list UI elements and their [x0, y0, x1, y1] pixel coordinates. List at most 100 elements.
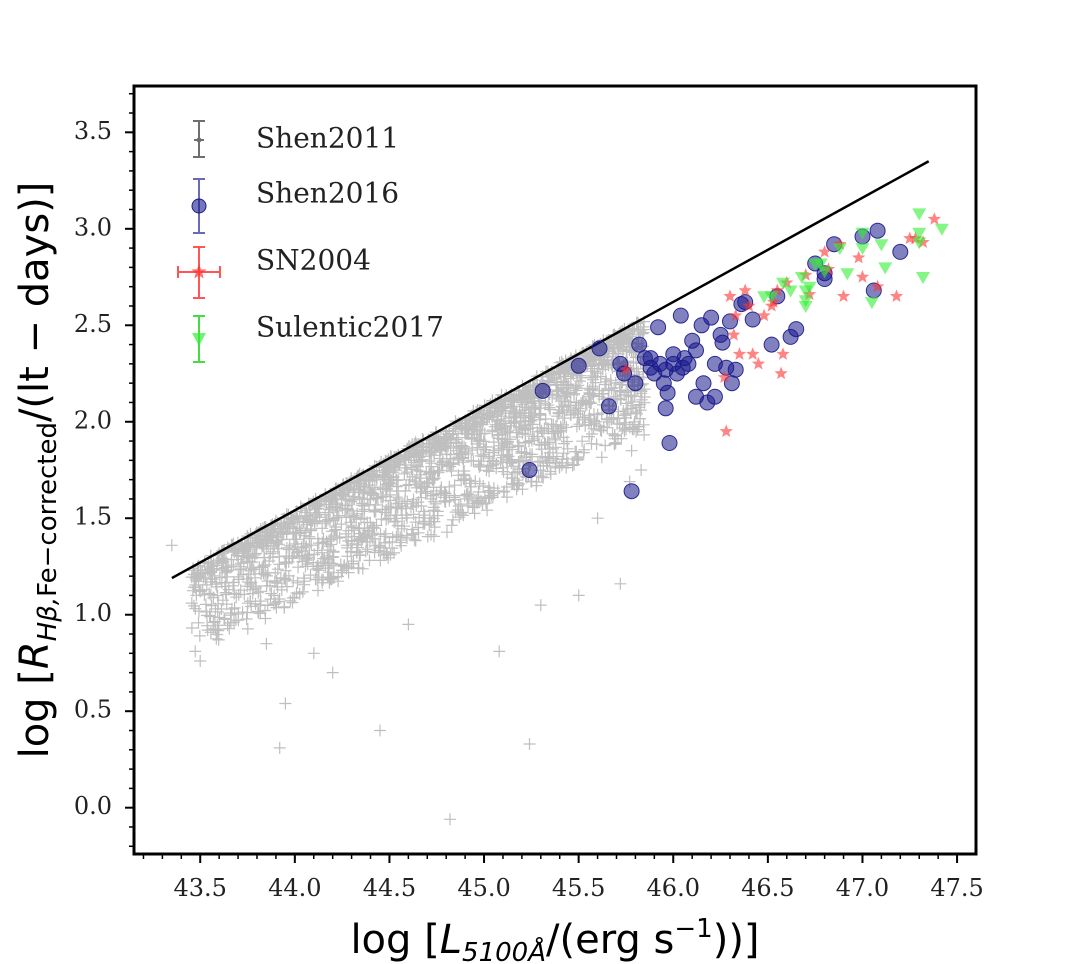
shen2011-point	[575, 371, 588, 384]
shen2011-point	[289, 538, 302, 550]
shen2016-point	[788, 321, 805, 338]
shen2011-point	[507, 410, 520, 423]
shen2011-point	[366, 481, 379, 494]
shen2011-point	[425, 457, 438, 470]
shen2011-point	[305, 539, 318, 552]
reference-line	[171, 160, 930, 580]
shen2011-point	[310, 563, 323, 576]
shen2011-point	[342, 561, 355, 574]
shen2011-point	[432, 437, 445, 450]
legend-label-shen2011: Shen2011	[256, 122, 399, 155]
sulentic2017-point	[878, 262, 893, 275]
shen2011-point	[446, 513, 459, 526]
shen2011-point	[427, 495, 440, 508]
shen2011-point	[346, 537, 358, 550]
shen2011-point	[611, 412, 624, 425]
shen2011-point	[558, 363, 571, 376]
shen2016-point	[627, 375, 644, 392]
shen2011-point	[523, 738, 536, 750]
sulentic2017-point	[916, 272, 930, 284]
shen2011-point	[544, 403, 557, 416]
shen2011-point	[324, 501, 337, 514]
sulentic2017-point	[764, 291, 779, 304]
shen2011-point	[425, 528, 437, 541]
shen2011-point	[534, 599, 547, 612]
shen2011-point	[355, 499, 368, 512]
shen2011-point	[264, 579, 276, 592]
shen2011-point	[370, 491, 383, 504]
y-tick-label: 2.0	[74, 406, 112, 434]
shen2011-point	[221, 570, 234, 583]
shen2011-point	[403, 473, 416, 486]
shen2011-point	[460, 488, 473, 501]
shen2011-point	[361, 543, 374, 556]
shen2011-point	[403, 478, 415, 491]
shen2011-point	[632, 420, 645, 433]
shen2011-point	[463, 474, 476, 487]
sn2004-point	[852, 250, 866, 264]
shen2011-point	[511, 440, 524, 453]
shen2011-point	[336, 484, 349, 497]
shen2011-point	[360, 473, 373, 485]
sn2004-point	[746, 347, 760, 360]
shen2011-point	[638, 428, 651, 441]
shen2011-point	[193, 629, 206, 642]
sulentic2017-point	[817, 266, 832, 279]
shen2011-point	[448, 479, 461, 492]
shen2011-point	[398, 495, 411, 508]
shen2011-point	[245, 562, 258, 575]
shen2011-point	[388, 546, 401, 559]
shen2011-point	[249, 571, 262, 584]
shen2011-point	[508, 409, 521, 421]
shen2011-point	[561, 442, 574, 455]
shen2011-point	[558, 412, 571, 425]
shen2011-point	[415, 491, 428, 504]
shen2011-point	[552, 385, 565, 398]
shen2011-point	[439, 487, 452, 500]
shen2011-point	[472, 486, 485, 498]
reference-line-layer	[171, 160, 930, 580]
shen2011-point	[375, 513, 388, 526]
shen2011-point	[626, 421, 639, 434]
shen2011-point	[194, 655, 207, 667]
shen2011-point	[517, 407, 529, 420]
shen2011-point	[299, 506, 311, 519]
shen2011-point	[213, 571, 226, 584]
shen2011-point	[595, 451, 608, 464]
shen2011-point	[210, 632, 223, 645]
shen2011-point	[417, 517, 430, 530]
shen2011-point	[548, 368, 561, 381]
shen2011-point	[270, 535, 283, 547]
shen2011-point	[449, 493, 462, 506]
shen2011-point	[625, 402, 638, 415]
shen2011-point	[259, 612, 272, 625]
shen2011-point	[599, 439, 612, 452]
shen2011-point	[431, 440, 444, 453]
shen2016-point	[661, 435, 678, 451]
shen2011-point	[635, 464, 648, 476]
shen2011-point	[277, 520, 290, 533]
shen2011-point	[246, 550, 259, 563]
shen2011-point	[207, 616, 220, 629]
shen2011-point	[300, 504, 313, 517]
shen2011-point	[278, 517, 291, 530]
shen2016-point	[674, 359, 691, 376]
shen2011-point	[558, 390, 571, 403]
shen2011-point	[543, 401, 556, 414]
shen2011-point	[569, 402, 582, 414]
shen2011-point	[416, 453, 429, 466]
shen2011-point	[441, 526, 453, 539]
sulentic2017-point	[783, 285, 798, 298]
shen2011-point	[545, 418, 558, 431]
legend-marker-sulentic2017	[192, 333, 206, 346]
shen2011-point	[387, 466, 400, 479]
shen2011-point	[409, 534, 422, 547]
shen2011-point	[192, 616, 205, 629]
sulentic2017-point	[912, 208, 927, 221]
shen2011-point	[230, 591, 243, 604]
shen2011-point	[350, 513, 363, 526]
shen2011-point	[454, 507, 467, 520]
shen2011-point	[310, 510, 323, 522]
shen2011-point	[541, 460, 554, 473]
shen2011-point	[278, 601, 291, 614]
